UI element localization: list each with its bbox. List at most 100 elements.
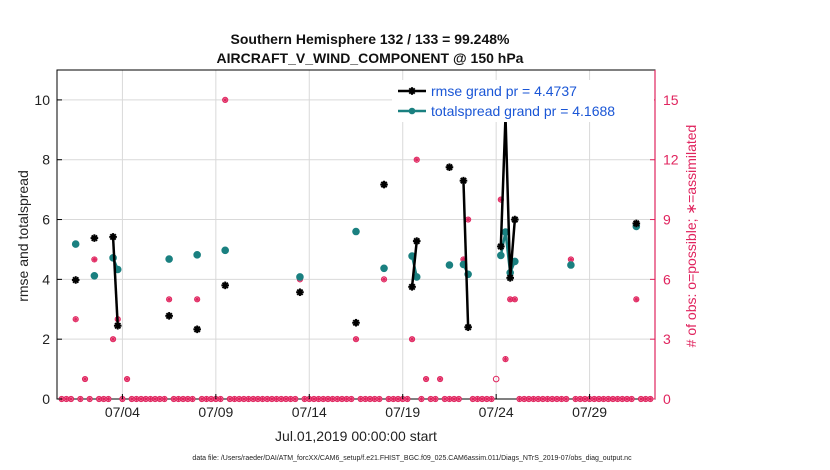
- obs-assimilated-zero: [274, 396, 279, 402]
- rmse-point: [165, 312, 173, 320]
- y-right-tick-label: 15: [663, 92, 679, 108]
- obs-assimilated-zero: [339, 396, 345, 402]
- obs-possible-zero: [563, 395, 570, 403]
- obs-possible-zero: [418, 395, 425, 403]
- rmse-point: [90, 234, 99, 242]
- obs-assimilated-zero: [78, 396, 83, 402]
- obs-assimilated-zero: [489, 396, 494, 402]
- rmse-point: [408, 283, 416, 291]
- obs-assimilated-marker: [124, 376, 130, 382]
- obs-assimilated-zero: [204, 396, 209, 402]
- obs-assimilated-zero: [559, 396, 564, 402]
- obs-assimilated-zero: [316, 396, 321, 402]
- obs-assimilated-zero: [279, 396, 284, 402]
- rmse-point: [497, 242, 505, 251]
- x-tick-label: 07/19: [385, 404, 420, 420]
- obs-assimilated-marker: [507, 297, 513, 302]
- rmse-point: [71, 276, 80, 284]
- obs-possible-zero: [455, 395, 462, 403]
- obs-possible-marker: [502, 356, 509, 363]
- obs-assimilated-zero: [643, 396, 648, 402]
- legend-rmse-label: rmse grand pr = 4.4737: [431, 83, 577, 99]
- rmse-line: [499, 116, 517, 278]
- obs-assimilated-marker: [166, 297, 172, 302]
- obs-assimilated-zero: [152, 396, 158, 402]
- rmse-point: [113, 321, 122, 330]
- y-right-tick-label: 0: [663, 391, 671, 407]
- obs-possible-marker: [123, 375, 131, 383]
- obs-assimilated-zero: [232, 396, 237, 402]
- obs-assimilated-zero: [255, 396, 261, 402]
- obs-possible-marker: [222, 96, 229, 104]
- totalspread-point: [71, 240, 80, 248]
- obs-assimilated-zero: [456, 396, 461, 402]
- obs-assimilated-zero: [428, 396, 433, 402]
- obs-assimilated-zero: [180, 396, 186, 402]
- y-right-tick-label: 9: [663, 212, 671, 228]
- rmse-point: [193, 325, 201, 334]
- obs-assimilated-marker: [437, 376, 443, 382]
- obs-assimilated-zero: [550, 396, 555, 402]
- obs-possible-zero: [488, 395, 495, 403]
- obs-possible-marker: [352, 336, 360, 343]
- obs-assimilated-zero: [199, 396, 205, 402]
- obs-assimilated-zero: [293, 396, 298, 402]
- obs-assimilated-zero: [629, 396, 634, 402]
- obs-assimilated-zero: [134, 396, 139, 402]
- totalspread-point: [352, 227, 360, 236]
- x-tick-label: 07/24: [479, 404, 514, 420]
- obs-possible-zero: [404, 395, 411, 403]
- totalspread-point: [90, 271, 99, 280]
- obs-assimilated-marker: [82, 376, 88, 382]
- legend-rmse-asterisk: [408, 87, 416, 95]
- obs-assimilated-marker: [512, 297, 518, 302]
- obs-assimilated-zero: [484, 396, 490, 402]
- rmse-line: [111, 236, 119, 326]
- obs-assimilated-zero: [419, 396, 424, 402]
- obs-assimilated-zero: [302, 396, 307, 402]
- legend-totalspread-label: totalspread grand pr = 4.1688: [431, 103, 615, 119]
- obs-assimilated-zero: [260, 396, 265, 402]
- obs-assimilated-zero: [138, 396, 144, 402]
- rmse-point: [445, 163, 454, 172]
- y-left-tick-label: 8: [42, 152, 50, 168]
- obs-assimilated-zero: [377, 396, 382, 402]
- obs-assimilated-zero: [129, 396, 134, 402]
- obs-assimilated-zero: [470, 396, 475, 402]
- obs-assimilated-zero: [311, 396, 317, 402]
- obs-assimilated-zero: [601, 396, 606, 402]
- obs-possible-marker: [422, 375, 430, 383]
- obs-assimilated-zero: [358, 396, 363, 402]
- obs-assimilated-marker: [194, 297, 200, 302]
- obs-assimilated-marker: [634, 297, 639, 302]
- obs-possible-marker: [166, 296, 173, 303]
- obs-possible-marker: [436, 375, 444, 383]
- obs-assimilated-marker: [423, 376, 429, 382]
- obs-possible-zero: [628, 395, 635, 403]
- obs-assimilated-zero: [573, 396, 578, 402]
- obs-assimilated-zero: [344, 396, 349, 402]
- obs-assimilated-zero: [606, 396, 611, 402]
- obs-assimilated-zero: [190, 396, 195, 402]
- rmse-point: [506, 274, 514, 282]
- obs-assimilated-zero: [447, 396, 452, 402]
- obs-assimilated-zero: [330, 396, 335, 402]
- obs-assimilated-zero: [638, 396, 644, 402]
- obs-assimilated-marker: [92, 257, 97, 262]
- rmse-point: [511, 215, 519, 224]
- obs-assimilated-zero: [624, 396, 630, 402]
- obs-assimilated-zero: [176, 396, 181, 402]
- obs-assimilated-marker: [503, 356, 508, 362]
- obs-assimilated-marker: [409, 336, 415, 342]
- obs-count-markers: [58, 96, 654, 403]
- totalspread-point: [445, 261, 454, 269]
- obs-assimilated-zero: [101, 396, 106, 402]
- obs-assimilated-zero: [96, 396, 102, 402]
- rmse-point: [296, 288, 304, 297]
- obs-assimilated-marker: [73, 317, 78, 322]
- obs-assimilated-zero: [479, 396, 485, 402]
- rmse-point: [412, 237, 421, 245]
- rmse-line: [462, 180, 470, 328]
- y-right-tick-label: 6: [663, 271, 671, 287]
- obs-assimilated-zero: [349, 396, 354, 402]
